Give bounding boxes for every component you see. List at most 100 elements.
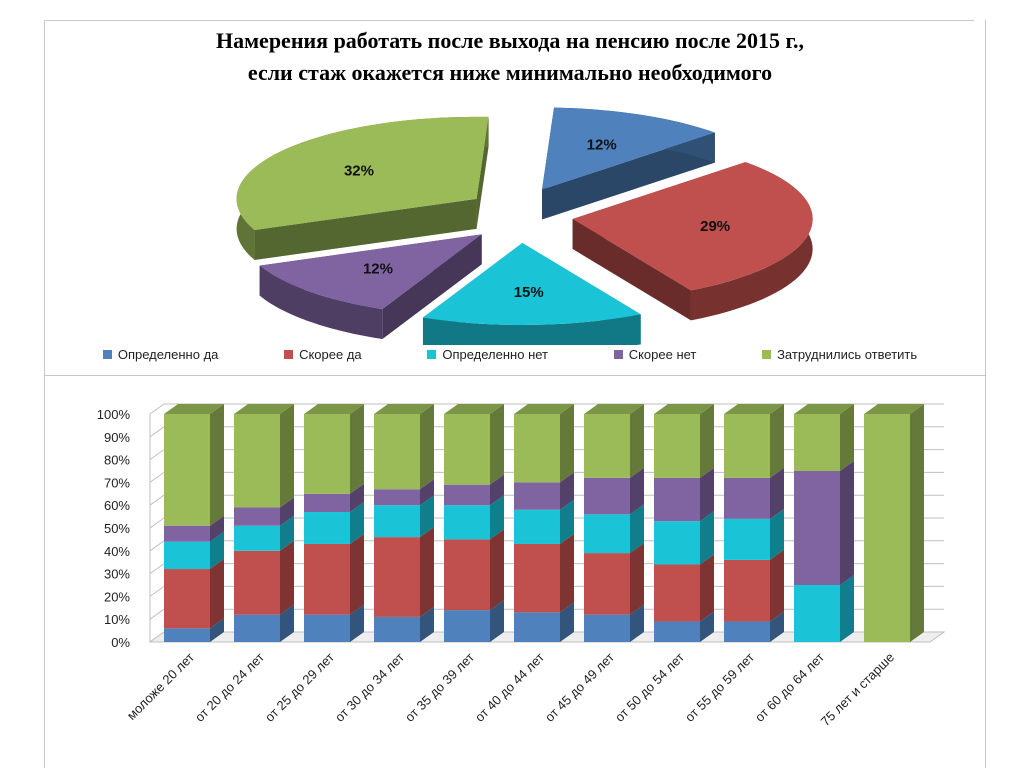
- bar-segment: [584, 414, 630, 478]
- bar-segment-side: [700, 467, 714, 522]
- bar-segment: [794, 585, 840, 642]
- bar-segment: [374, 489, 420, 506]
- bar-segment-side: [560, 499, 574, 544]
- y-tick-label: 80%: [104, 453, 130, 468]
- bar-segment: [514, 543, 560, 613]
- bar-segment: [654, 414, 700, 478]
- legend-swatch: [762, 350, 772, 359]
- bar-segment: [374, 505, 420, 538]
- legend-item: Затруднились ответить: [762, 347, 917, 362]
- legend-item: Определенно да: [102, 347, 219, 362]
- bar-segment: [724, 414, 770, 478]
- bar-segment-side: [770, 467, 784, 519]
- bar-top: [164, 404, 224, 414]
- legend-label: Определенно нет: [442, 347, 549, 362]
- x-tick-label: от 25 до 29 лет: [262, 649, 337, 724]
- bar-top: [234, 404, 294, 414]
- bar-segment-side: [840, 575, 854, 642]
- bar-segment-side: [630, 543, 644, 615]
- bar-segment: [864, 414, 910, 642]
- pie-slice: [422, 242, 641, 325]
- bar-segment-side: [350, 533, 364, 615]
- bar-segment: [444, 414, 490, 485]
- bar-segment: [444, 505, 490, 540]
- bar-segment: [444, 484, 490, 506]
- bar-segment-side: [700, 404, 714, 478]
- bar-segment-side: [770, 404, 784, 478]
- bar-segment-side: [490, 529, 504, 611]
- pie-slice: [236, 116, 489, 230]
- bar-segment: [234, 507, 280, 526]
- x-tick-label: от 40 до 44 лет: [472, 649, 547, 724]
- bar-segment-side: [210, 559, 224, 629]
- bar-segment: [234, 525, 280, 551]
- y-tick-label: 40%: [104, 544, 130, 559]
- bar-segment-side: [420, 606, 434, 642]
- pie-data-label: 12%: [363, 261, 393, 278]
- legend-label: Скорее нет: [628, 347, 697, 362]
- bar-segment-side: [840, 404, 854, 471]
- bar-top: [444, 404, 504, 414]
- bar-segment-side: [420, 404, 434, 490]
- bar-segment: [164, 541, 210, 570]
- pie-data-label: 32%: [344, 162, 374, 179]
- bar-segment-side: [280, 404, 294, 508]
- y-tick-label: 90%: [104, 430, 130, 445]
- gridline-side: [149, 517, 165, 529]
- bar-top: [864, 404, 924, 414]
- gridline-side: [149, 631, 165, 643]
- bar-segment-side: [420, 527, 434, 617]
- pie-slice: [259, 234, 482, 310]
- bar-top: [724, 404, 784, 414]
- y-tick-label: 50%: [104, 521, 130, 536]
- bar-top: [514, 404, 574, 414]
- bar-segment: [724, 559, 770, 622]
- bar-segment: [374, 616, 420, 642]
- bar-segment-side: [840, 461, 854, 585]
- pie-slice: [542, 107, 715, 190]
- pie-chart: 12% 29% 15% 12% 32%: [236, 107, 813, 345]
- legend-item: Определенно нет: [427, 347, 548, 362]
- bar-segment-side: [210, 618, 224, 642]
- frame-right-line: [985, 20, 986, 768]
- bar-segment-side: [350, 404, 364, 494]
- bar-segment: [304, 512, 350, 544]
- bar-segment-side: [630, 467, 644, 515]
- bar-segment-side: [420, 479, 434, 506]
- y-tick-label: 60%: [104, 498, 130, 513]
- bar-segment-side: [350, 604, 364, 642]
- bar-segment: [164, 569, 210, 629]
- bar-segment-side: [700, 554, 714, 622]
- gridline-side: [149, 608, 165, 620]
- bar-segment-side: [560, 533, 574, 613]
- bar-segment-side: [210, 404, 224, 526]
- bar-segment-side: [770, 549, 784, 622]
- bar-segment: [164, 525, 210, 542]
- x-tick-label: от 45 до 49 лет: [542, 649, 617, 724]
- bar-segment: [654, 621, 700, 642]
- x-tick-label: от 60 до 64 лет: [752, 649, 827, 724]
- bar-segment-side: [630, 604, 644, 642]
- bar-segment-side: [280, 515, 294, 551]
- gridline-side: [149, 585, 165, 597]
- bar-segment-side: [490, 600, 504, 642]
- bar-segment: [794, 471, 840, 585]
- bar-segment-side: [280, 540, 294, 615]
- legend-label: Определенно да: [117, 347, 219, 362]
- gridline-side: [149, 426, 165, 438]
- frame-top-line: [44, 20, 974, 21]
- pie-slice: [572, 162, 813, 291]
- bar-segment-side: [770, 508, 784, 560]
- frame-divider-line: [44, 375, 986, 376]
- bar-segment-side: [490, 474, 504, 506]
- bar-segment-side: [420, 495, 434, 538]
- bar-segment-side: [280, 604, 294, 642]
- bar-segment-side: [910, 404, 924, 642]
- bar-segment: [654, 477, 700, 522]
- y-tick-label: 20%: [104, 589, 130, 604]
- gridline-side: [149, 449, 165, 461]
- chart-title-line1: Намерения работать после выхода на пенси…: [215, 28, 805, 53]
- bar-segment: [374, 537, 420, 617]
- legend-item: Скорее да: [284, 347, 362, 362]
- bar-top: [794, 404, 854, 414]
